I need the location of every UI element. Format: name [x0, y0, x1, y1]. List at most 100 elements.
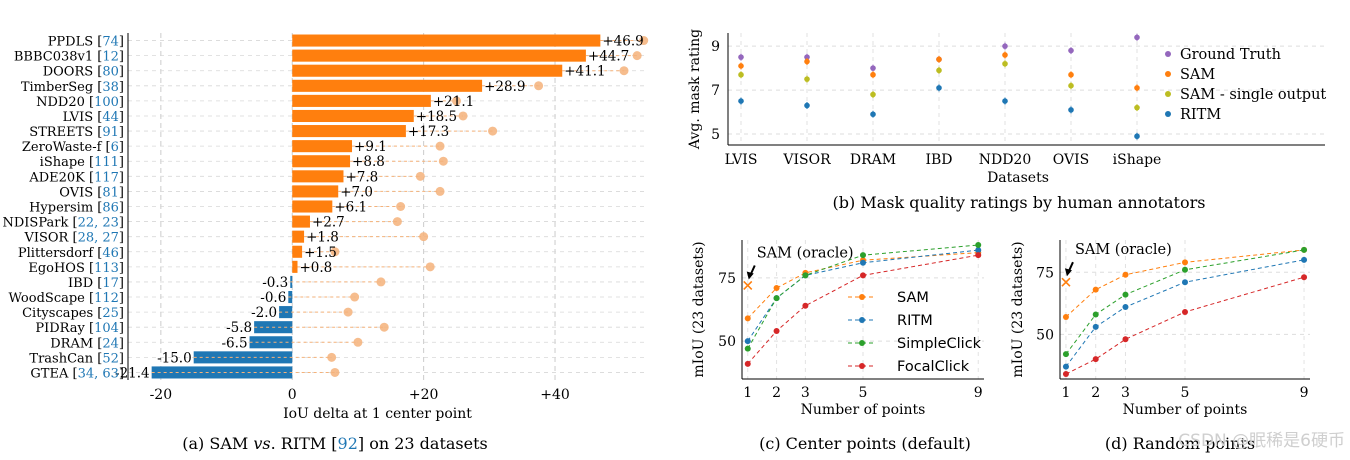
caption-prefix: (a) SAM	[182, 434, 253, 453]
bar	[292, 155, 351, 168]
data-point	[1134, 104, 1140, 111]
category-label: DOORS [80]	[43, 65, 124, 80]
y-tick-label: 5	[711, 127, 720, 143]
cite-close: ]	[119, 336, 124, 351]
oracle-marker	[415, 171, 425, 181]
bar	[292, 170, 344, 183]
value-label: -15.0	[157, 350, 192, 366]
oracle-marker	[327, 352, 337, 362]
oracle-x-marker	[1061, 277, 1071, 287]
value-label: -0.6	[260, 290, 286, 306]
legend-label: SAM	[897, 290, 929, 306]
data-point	[1062, 351, 1069, 358]
category-citation: 100	[94, 95, 119, 110]
data-point	[1092, 323, 1099, 330]
category-label: Cityscapes [25]	[22, 306, 124, 321]
category-name: WoodScape	[8, 291, 85, 306]
category-name: GTEA	[30, 366, 69, 381]
category-label: VISOR [28, 27]	[23, 231, 124, 246]
data-point	[1092, 311, 1099, 318]
oracle-marker	[451, 96, 461, 106]
category-label: PIDRay [104]	[35, 321, 124, 336]
category-name: Cityscapes	[22, 306, 93, 321]
category-name: PPDLS	[48, 35, 93, 50]
series-line	[1065, 276, 1305, 375]
data-point	[804, 76, 810, 82]
data-point	[936, 67, 942, 74]
category-citation: 34, 63	[78, 366, 119, 381]
data-point	[975, 252, 982, 259]
category-name: IBD	[68, 276, 93, 291]
value-label: +18.5	[416, 109, 457, 125]
cite-open: [	[93, 351, 102, 366]
category-label: TrashCan [52]	[29, 351, 124, 366]
bar	[292, 109, 414, 123]
legend-marker	[1165, 91, 1171, 97]
oracle-marker	[419, 232, 429, 242]
cite-open: [	[93, 336, 102, 351]
data-point	[773, 295, 780, 302]
category-name: ADE20K	[28, 170, 85, 185]
legend-marker	[859, 363, 865, 369]
category-citation: 44	[102, 110, 119, 125]
y-tick-label: 50	[718, 334, 736, 350]
x-tick-label: 2	[772, 385, 781, 401]
data-point	[1068, 71, 1074, 78]
category-citation: 81	[102, 185, 119, 200]
oracle-marker	[330, 247, 340, 257]
cite-open: [	[85, 291, 94, 306]
data-point	[936, 56, 942, 63]
bar	[292, 245, 303, 258]
cite-open: [	[93, 246, 102, 261]
value-label: -5.8	[226, 320, 252, 336]
category-name: NDISPark	[2, 216, 68, 231]
category-citation: 52	[102, 351, 119, 366]
x-axis-label: Number of points	[801, 402, 926, 418]
bar	[292, 49, 586, 62]
series-line	[747, 254, 979, 365]
data-point	[1182, 259, 1188, 266]
data-point	[738, 98, 744, 104]
oracle-marker	[438, 156, 448, 166]
x-tick-label: 9	[974, 385, 983, 401]
data-point	[870, 71, 876, 78]
data-point	[1182, 308, 1188, 315]
value-label: +2.7	[312, 215, 345, 231]
oracle-marker	[435, 186, 445, 196]
oracle-marker	[488, 126, 498, 136]
value-label: -2.0	[251, 305, 277, 321]
cite-open: [	[85, 261, 94, 276]
data-point	[1002, 43, 1008, 49]
category-name: BBBC038v1	[14, 50, 93, 65]
category-label: EgoHOS [113]	[28, 261, 124, 276]
cite-close: ]	[119, 125, 124, 140]
value-label: +44.7	[588, 49, 629, 65]
value-label: +28.9	[484, 79, 525, 95]
value-label: +9.1	[354, 139, 387, 155]
x-tick-label: iShape	[1113, 152, 1162, 168]
data-point	[1301, 274, 1308, 281]
y-tick-label: 7	[711, 83, 720, 99]
cite-open: [	[85, 321, 94, 336]
oracle-marker	[639, 36, 649, 46]
x-tick-label: 5	[1181, 385, 1190, 401]
data-point	[975, 247, 982, 254]
category-name: DOORS	[43, 65, 93, 80]
cite-open: [	[93, 35, 102, 50]
category-citation: 113	[94, 261, 119, 276]
data-point	[744, 345, 751, 352]
data-point	[860, 272, 866, 279]
cite-open: [	[68, 216, 77, 231]
x-tick-label: 3	[1121, 385, 1130, 401]
category-label: ZeroWaste-f [6]	[22, 140, 124, 155]
cite-close: ]	[119, 291, 124, 306]
cite-close: ]	[119, 110, 124, 125]
category-citation: 104	[94, 321, 119, 336]
cite-open: [	[93, 306, 102, 321]
cite-close: ]	[119, 351, 124, 366]
legend-marker	[1165, 71, 1171, 77]
x-tick-label: NDD20	[979, 152, 1032, 168]
legend-marker	[1165, 111, 1171, 117]
category-citation: 24	[102, 336, 119, 351]
category-label: NDD20 [100]	[36, 95, 124, 110]
